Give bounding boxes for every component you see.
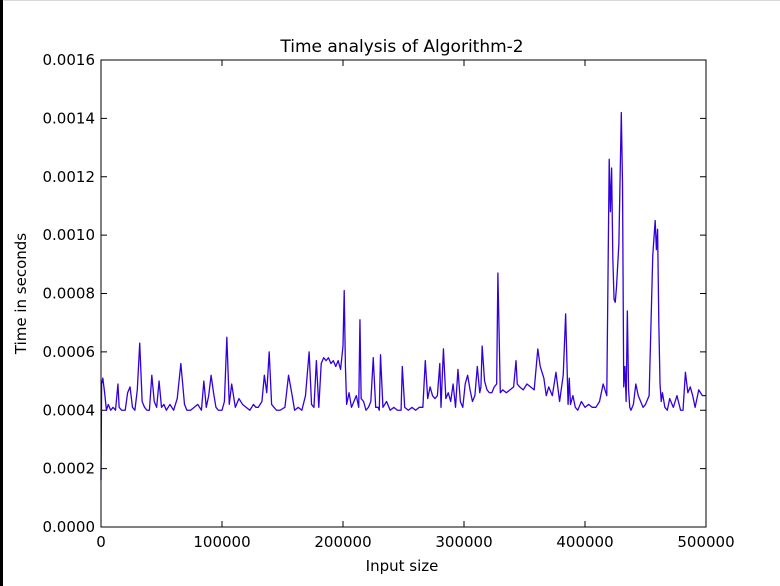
y-tick-label: 0.0010 — [43, 226, 96, 244]
x-tick-label: 200000 — [314, 533, 371, 551]
x-tick-label: 500000 — [677, 533, 734, 551]
y-tick-label: 0.0012 — [43, 168, 96, 186]
y-tick-label: 0.0006 — [43, 343, 96, 361]
y-tick-label: 0.0004 — [43, 401, 96, 419]
window-top-border — [0, 0, 780, 1]
series-line — [100, 111, 706, 481]
y-tick-label: 0.0002 — [43, 460, 96, 478]
y-tick-label: 0.0016 — [43, 51, 96, 69]
y-tick-label: 0.0014 — [43, 109, 96, 127]
chart-title: Time analysis of Algorithm-2 — [279, 37, 523, 57]
x-tick-label: 400000 — [556, 533, 613, 551]
y-tick-label: 0.0008 — [43, 285, 96, 303]
axis-ticks: 0 100000 200000 300000 400000 500000 0.0000 0.0… — [43, 51, 735, 551]
y-tick-label: 0.0000 — [43, 518, 96, 536]
x-tick-label: 300000 — [435, 533, 492, 551]
x-tick-label: 100000 — [193, 533, 250, 551]
plot-area-frame — [100, 59, 707, 528]
window-left-border — [0, 0, 3, 586]
x-tick-label: 0 — [96, 533, 106, 551]
series-layer — [100, 111, 706, 481]
x-axis-label: Input size — [366, 557, 439, 575]
y-axis-label: Time in seconds — [12, 233, 30, 355]
